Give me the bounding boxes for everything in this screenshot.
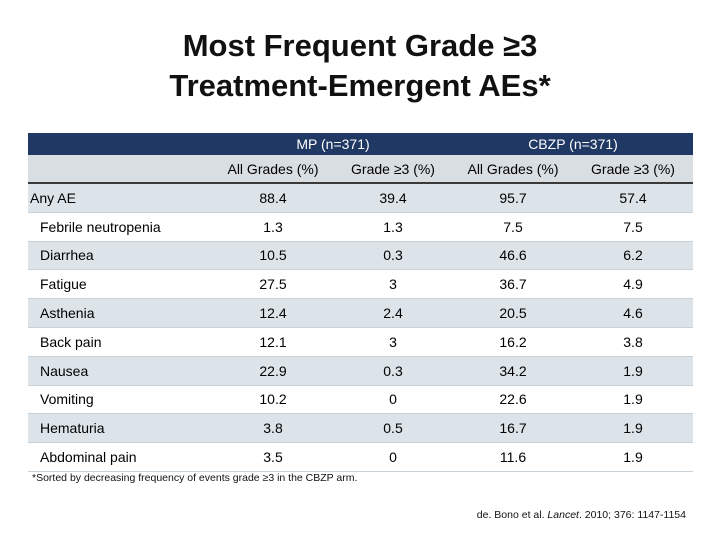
value-cell: 10.5 — [213, 241, 333, 271]
value-cell: 1.9 — [573, 356, 693, 386]
value-cell: 16.7 — [453, 413, 573, 444]
value-cell: 6.2 — [573, 241, 693, 271]
value-cell: 4.9 — [573, 269, 693, 300]
value-cell: 7.5 — [453, 212, 573, 242]
adverse-events-table: MP (n=371) CBZP (n=371) All Grades (%) G… — [28, 133, 693, 472]
value-cell: 3 — [333, 269, 453, 300]
column-header-mp-all-grades: All Grades (%) — [213, 155, 333, 184]
title-line-1: Most Frequent Grade ≥3 — [182, 28, 538, 63]
row-label: Febrile neutropenia — [28, 212, 213, 242]
value-cell: 1.3 — [333, 212, 453, 242]
slide-title: Most Frequent Grade ≥3 Treatment-Emergen… — [0, 26, 720, 106]
citation: de. Bono et al. Lancet. 2010; 376: 1147-… — [477, 509, 686, 521]
value-cell: 7.5 — [573, 212, 693, 242]
value-cell: 3.5 — [213, 442, 333, 472]
citation-details: . 2010; 376: 1147-1154 — [578, 509, 686, 521]
value-cell: 36.7 — [453, 269, 573, 300]
table-row: Asthenia 12.4 2.4 20.5 4.6 — [28, 298, 693, 328]
row-label: Diarrhea — [28, 241, 213, 271]
group-header-row: MP (n=371) CBZP (n=371) — [28, 133, 693, 155]
value-cell: 39.4 — [333, 183, 453, 213]
table-row: Abdominal pain 3.5 0 11.6 1.9 — [28, 442, 693, 472]
value-cell: 57.4 — [573, 183, 693, 213]
value-cell: 11.6 — [453, 442, 573, 472]
value-cell: 22.9 — [213, 356, 333, 386]
value-cell: 1.3 — [213, 212, 333, 242]
row-label: Hematuria — [28, 413, 213, 444]
value-cell: 0 — [333, 385, 453, 415]
column-header-row: All Grades (%) Grade ≥3 (%) All Grades (… — [28, 155, 693, 184]
value-cell: 1.9 — [573, 385, 693, 415]
group-header-mp: MP (n=371) — [213, 133, 453, 155]
value-cell: 34.2 — [453, 356, 573, 386]
table-row: Fatigue 27.5 3 36.7 4.9 — [28, 269, 693, 300]
value-cell: 10.2 — [213, 385, 333, 415]
citation-journal: Lancet — [547, 509, 579, 521]
value-cell: 4.6 — [573, 298, 693, 328]
table-row: Febrile neutropenia 1.3 1.3 7.5 7.5 — [28, 212, 693, 242]
value-cell: 16.2 — [453, 327, 573, 357]
value-cell: 46.6 — [453, 241, 573, 271]
value-cell: 20.5 — [453, 298, 573, 328]
row-label: Back pain — [28, 327, 213, 357]
row-label: Any AE — [28, 183, 213, 213]
table-row: Hematuria 3.8 0.5 16.7 1.9 — [28, 413, 693, 444]
empty-subheader-cell — [28, 155, 213, 184]
footnote: *Sorted by decreasing frequency of event… — [32, 472, 358, 484]
row-label: Nausea — [28, 356, 213, 386]
row-label: Abdominal pain — [28, 442, 213, 472]
column-header-mp-grade3: Grade ≥3 (%) — [333, 155, 453, 184]
value-cell: 27.5 — [213, 269, 333, 300]
row-label: Vomiting — [28, 385, 213, 415]
value-cell: 22.6 — [453, 385, 573, 415]
value-cell: 2.4 — [333, 298, 453, 328]
value-cell: 12.4 — [213, 298, 333, 328]
value-cell: 0.3 — [333, 356, 453, 386]
value-cell: 1.9 — [573, 442, 693, 472]
value-cell: 1.9 — [573, 413, 693, 444]
adverse-events-table-container: MP (n=371) CBZP (n=371) All Grades (%) G… — [28, 133, 693, 472]
row-label: Asthenia — [28, 298, 213, 328]
column-header-cbzp-all-grades: All Grades (%) — [453, 155, 573, 184]
value-cell: 12.1 — [213, 327, 333, 357]
value-cell: 3 — [333, 327, 453, 357]
column-header-cbzp-grade3: Grade ≥3 (%) — [573, 155, 693, 184]
value-cell: 0.3 — [333, 241, 453, 271]
title-line-2: Treatment-Emergent AEs* — [169, 68, 551, 103]
group-header-cbzp: CBZP (n=371) — [453, 133, 693, 155]
value-cell: 0 — [333, 442, 453, 472]
citation-authors: de. Bono et al. — [476, 509, 545, 521]
value-cell: 88.4 — [213, 183, 333, 213]
table-body: Any AE 88.4 39.4 95.7 57.4 Febrile neutropeni… — [28, 183, 693, 472]
table-row: Diarrhea 10.5 0.3 46.6 6.2 — [28, 241, 693, 271]
table-row: Any AE 88.4 39.4 95.7 57.4 — [28, 183, 693, 213]
value-cell: 0.5 — [333, 413, 453, 444]
table-row: Vomiting 10.2 0 22.6 1.9 — [28, 385, 693, 415]
value-cell: 3.8 — [213, 413, 333, 444]
row-label: Fatigue — [28, 269, 213, 300]
value-cell: 3.8 — [573, 327, 693, 357]
table-row: Back pain 12.1 3 16.2 3.8 — [28, 327, 693, 357]
table-row: Nausea 22.9 0.3 34.2 1.9 — [28, 356, 693, 386]
value-cell: 95.7 — [453, 183, 573, 213]
empty-header-cell — [28, 133, 213, 155]
